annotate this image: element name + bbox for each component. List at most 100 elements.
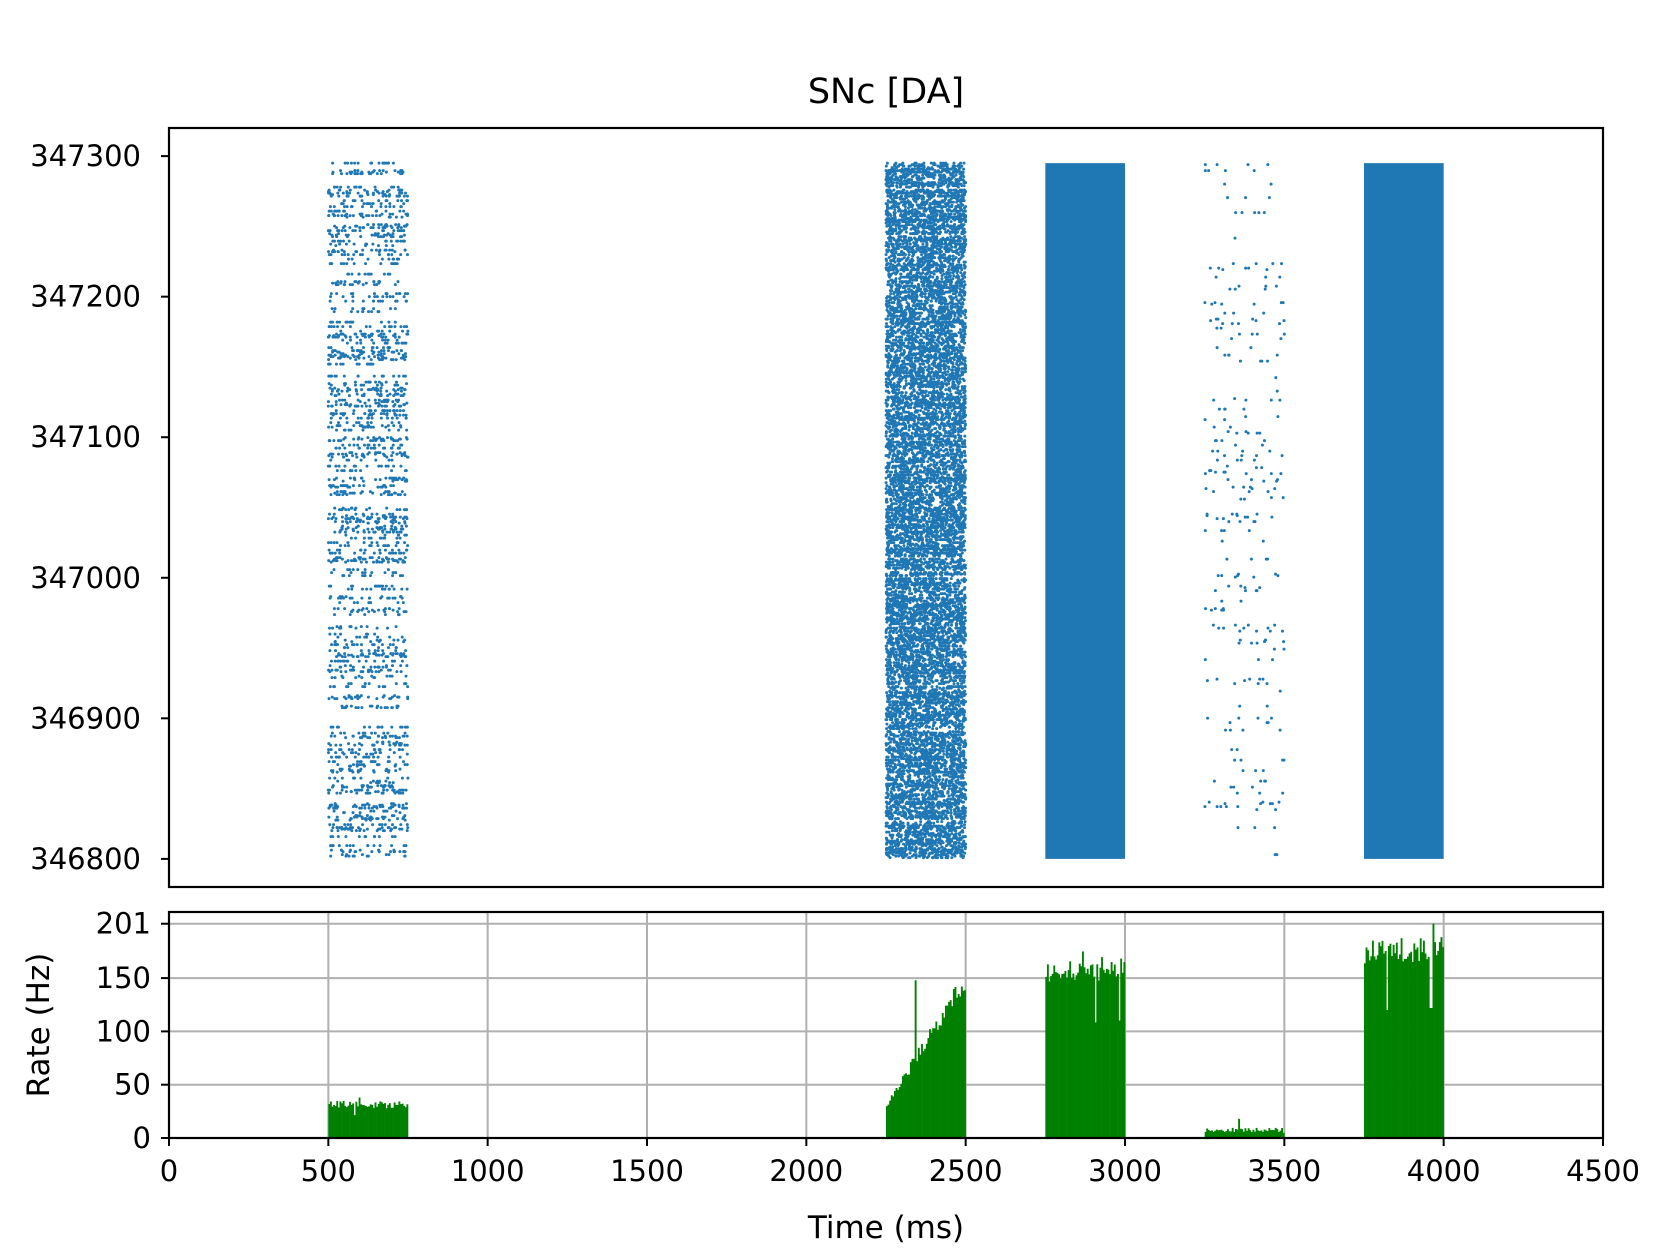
spike [395, 338, 399, 342]
spike [339, 439, 343, 443]
spike [902, 269, 906, 273]
spike [343, 646, 347, 650]
spike [327, 548, 331, 552]
spike [336, 835, 340, 839]
spike [361, 823, 365, 827]
spike [388, 512, 392, 516]
spike [947, 268, 951, 272]
spike [366, 223, 370, 227]
spike [386, 493, 390, 497]
spike [403, 521, 407, 525]
spike [398, 413, 402, 417]
spike [336, 335, 340, 339]
spike [383, 325, 387, 329]
spike [336, 325, 339, 329]
spike [332, 685, 336, 689]
spike [344, 320, 348, 324]
spike [400, 635, 404, 639]
spike [963, 209, 967, 213]
spike [387, 818, 391, 822]
spike [922, 239, 926, 243]
spike [334, 244, 338, 248]
spike [385, 190, 389, 194]
spike [405, 428, 409, 432]
spike [353, 332, 357, 336]
spike [352, 529, 355, 533]
spike [950, 245, 954, 249]
spike [884, 164, 888, 168]
spike [328, 299, 332, 303]
spike [355, 392, 359, 396]
spike [334, 751, 338, 755]
spike [350, 610, 354, 614]
spike [903, 247, 907, 251]
spike [894, 272, 898, 276]
spike [352, 776, 355, 780]
spike [327, 250, 330, 254]
spike [391, 608, 395, 612]
spike [360, 736, 364, 740]
spike [345, 844, 349, 848]
spike [887, 245, 891, 249]
spike [405, 194, 409, 198]
spike [399, 325, 403, 329]
spike [385, 233, 389, 237]
spike [893, 260, 897, 264]
spike [353, 743, 357, 747]
spike [906, 206, 910, 210]
spike [903, 176, 907, 180]
spike [390, 706, 394, 710]
spike [364, 818, 368, 822]
spike [364, 281, 368, 285]
spike [377, 443, 381, 447]
spike [336, 191, 340, 195]
spike [343, 638, 347, 642]
spike [894, 229, 898, 233]
spike [375, 346, 379, 350]
spike [356, 161, 360, 165]
spike [903, 205, 907, 209]
spike [369, 640, 373, 644]
spike [372, 341, 376, 345]
spike [331, 826, 335, 830]
spike [367, 755, 371, 759]
spike [382, 785, 386, 789]
spike [390, 226, 394, 230]
spike [404, 682, 408, 686]
spike [348, 443, 351, 447]
spike [340, 202, 344, 206]
spike [381, 805, 385, 809]
spike [334, 400, 338, 404]
spike [342, 437, 346, 441]
spike [358, 806, 362, 810]
spike [374, 781, 378, 785]
spike [405, 517, 409, 521]
spike [400, 587, 404, 591]
spike [403, 493, 407, 497]
spike [350, 587, 354, 591]
spike [348, 325, 352, 329]
spike [957, 293, 961, 297]
spike [379, 416, 383, 420]
spike [331, 172, 335, 176]
spike [369, 752, 373, 756]
spike [399, 205, 403, 209]
spike [391, 358, 395, 362]
spike [341, 226, 345, 230]
spike [345, 172, 349, 176]
spike [399, 530, 403, 534]
spike [402, 734, 406, 738]
spike [895, 220, 899, 224]
spike [963, 235, 967, 239]
spike [909, 227, 913, 231]
spike [400, 199, 403, 203]
spike [387, 770, 390, 774]
spike [352, 815, 356, 819]
spike [328, 632, 332, 636]
spike [940, 277, 944, 281]
spike [372, 676, 376, 680]
spike [405, 752, 409, 756]
spike [888, 239, 892, 243]
spike [340, 214, 344, 218]
spike [337, 392, 341, 396]
